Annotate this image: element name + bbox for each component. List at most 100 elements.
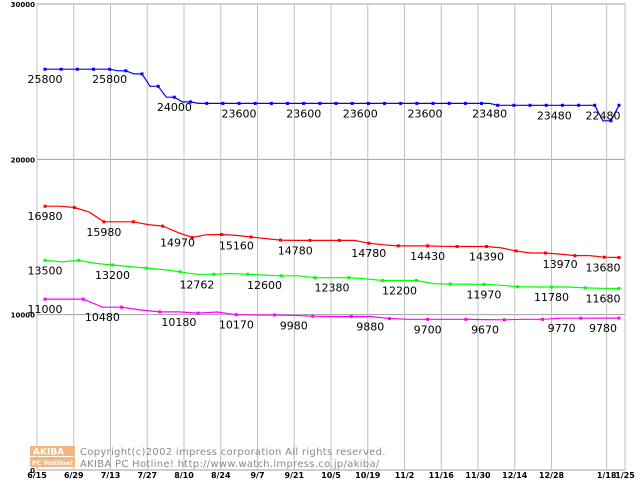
series-3-point bbox=[246, 272, 250, 276]
series-2-point bbox=[396, 244, 400, 248]
series-4-value-label: 10180 bbox=[161, 316, 196, 329]
series-1-point bbox=[253, 101, 257, 105]
series-2-point bbox=[278, 238, 282, 242]
series-1-point bbox=[528, 103, 532, 107]
series-3-value-label: 12200 bbox=[382, 284, 417, 297]
series-4-value-label: 9880 bbox=[356, 321, 384, 334]
series-3-point bbox=[313, 276, 317, 280]
series-1-value-label: 25800 bbox=[28, 73, 63, 86]
series-4-value-label: 11000 bbox=[28, 303, 63, 316]
y-tick-label: 10000 bbox=[11, 312, 35, 320]
series-2-point bbox=[43, 204, 47, 208]
y-tick-label: 20000 bbox=[11, 156, 35, 164]
series-4-point bbox=[81, 297, 85, 301]
series-4-point bbox=[311, 314, 315, 318]
series-2-value-label: 14390 bbox=[469, 250, 504, 263]
series-2-value-label: 13680 bbox=[586, 262, 621, 275]
series-2-point bbox=[543, 251, 547, 255]
series-2-point bbox=[308, 238, 312, 242]
series-2-point bbox=[161, 224, 165, 228]
y-tick-label: 0 bbox=[30, 467, 35, 475]
series-1-value-label: 23480 bbox=[472, 107, 507, 120]
series-1-point bbox=[92, 67, 96, 71]
series-3-point bbox=[178, 270, 182, 274]
site-text: AKIBA PC Hotline! http://www.watch.impre… bbox=[80, 459, 380, 470]
series-1-point bbox=[237, 101, 241, 105]
series-1-point bbox=[512, 103, 516, 107]
series-1-point bbox=[366, 101, 370, 105]
series-2-point bbox=[617, 256, 621, 260]
series-1-point bbox=[75, 67, 79, 71]
series-1-point bbox=[544, 103, 548, 107]
series-3-point bbox=[347, 276, 351, 280]
series-2-point bbox=[573, 254, 577, 258]
x-tick-label: 12/28 bbox=[539, 471, 565, 480]
series-3-point bbox=[448, 282, 452, 286]
grid bbox=[36, 3, 626, 471]
x-tick-label: 7/13 bbox=[101, 471, 121, 480]
series-1-point bbox=[189, 100, 193, 104]
series-2-point bbox=[367, 241, 371, 245]
series-2-value-label: 14970 bbox=[160, 236, 195, 249]
logo-subtext: PC Hotline! bbox=[32, 459, 73, 467]
series-3-point bbox=[111, 263, 115, 267]
series-1-point bbox=[172, 95, 176, 99]
series-1-point bbox=[447, 101, 451, 105]
series-2-point bbox=[220, 233, 224, 237]
series-2-point bbox=[455, 244, 459, 248]
x-tick-label: 6/15 bbox=[27, 471, 47, 480]
y-axis-ticks: 0 10000 20000 30000 bbox=[11, 1, 35, 475]
series-1-point bbox=[496, 103, 500, 107]
series-1-point bbox=[156, 84, 160, 88]
series-1-point bbox=[617, 103, 621, 107]
series-2-point bbox=[337, 238, 341, 242]
series-3-point bbox=[279, 274, 283, 278]
series-2-value-label: 15160 bbox=[219, 239, 254, 252]
series-1-point bbox=[577, 103, 581, 107]
x-tick-label: 10/19 bbox=[355, 471, 381, 480]
series-3-value-label: 12380 bbox=[315, 282, 350, 295]
series-1-point bbox=[609, 119, 613, 123]
series-2-point bbox=[190, 235, 194, 239]
series-4-point bbox=[234, 313, 238, 317]
credit-block: AKIBA PC Hotline! Copyright(c)2002 impre… bbox=[30, 446, 385, 470]
series-2-point bbox=[426, 244, 430, 248]
series-3-point bbox=[549, 285, 553, 289]
series-3-value-label: 11680 bbox=[586, 293, 621, 306]
series-1-value-label: 23480 bbox=[537, 109, 572, 122]
series-2-point bbox=[602, 255, 606, 259]
series-4-point bbox=[273, 313, 277, 317]
series-3-value-label: 12762 bbox=[179, 278, 214, 291]
series-4-point bbox=[43, 297, 47, 301]
series-1-point bbox=[59, 67, 63, 71]
series-lines bbox=[43, 67, 621, 322]
series-1-value-label: 22480 bbox=[586, 109, 621, 122]
series-line-4 bbox=[45, 298, 619, 321]
series-4-point bbox=[196, 311, 200, 315]
series-4-value-label: 9700 bbox=[414, 323, 442, 336]
series-1-point bbox=[140, 72, 144, 76]
series-1-value-label: 23600 bbox=[222, 107, 257, 120]
series-1-value-label: 23600 bbox=[286, 107, 321, 120]
series-4-point bbox=[426, 317, 430, 321]
series-1-point bbox=[415, 101, 419, 105]
series-4-point bbox=[540, 317, 544, 321]
series-1-point bbox=[302, 101, 306, 105]
series-3-value-label: 13500 bbox=[28, 264, 63, 277]
series-3-value-label: 11780 bbox=[534, 291, 569, 304]
series-3-point bbox=[414, 278, 418, 282]
series-3-point bbox=[144, 266, 148, 270]
series-line-1 bbox=[45, 68, 620, 122]
series-1-point bbox=[463, 101, 467, 105]
series-1-point bbox=[334, 101, 338, 105]
x-tick-label: 7/27 bbox=[137, 471, 157, 480]
series-3-value-label: 11970 bbox=[466, 288, 501, 301]
series-4-point bbox=[387, 317, 391, 321]
series-line-3 bbox=[44, 259, 620, 290]
series-2-point bbox=[249, 235, 253, 239]
series-3-point bbox=[77, 258, 81, 262]
series-1-value-label: 23600 bbox=[343, 107, 378, 120]
series-4-point bbox=[464, 317, 468, 321]
